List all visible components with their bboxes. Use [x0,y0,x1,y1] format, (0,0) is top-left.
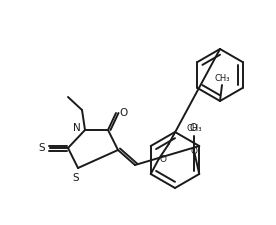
Text: S: S [39,143,45,153]
Text: O: O [120,108,128,118]
Text: O: O [189,123,197,133]
Text: N: N [73,123,81,133]
Text: CH₃: CH₃ [187,124,202,133]
Text: S: S [73,173,79,183]
Text: CH₃: CH₃ [214,74,230,83]
Text: O: O [191,146,198,155]
Text: O: O [160,155,167,164]
